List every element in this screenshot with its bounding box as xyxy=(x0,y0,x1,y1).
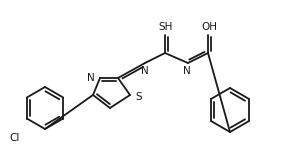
Text: N: N xyxy=(87,73,95,83)
Text: N: N xyxy=(183,66,191,76)
Text: SH: SH xyxy=(159,22,173,32)
Text: S: S xyxy=(135,92,142,102)
Text: N: N xyxy=(141,66,149,76)
Text: Cl: Cl xyxy=(10,133,20,143)
Text: OH: OH xyxy=(201,22,217,32)
